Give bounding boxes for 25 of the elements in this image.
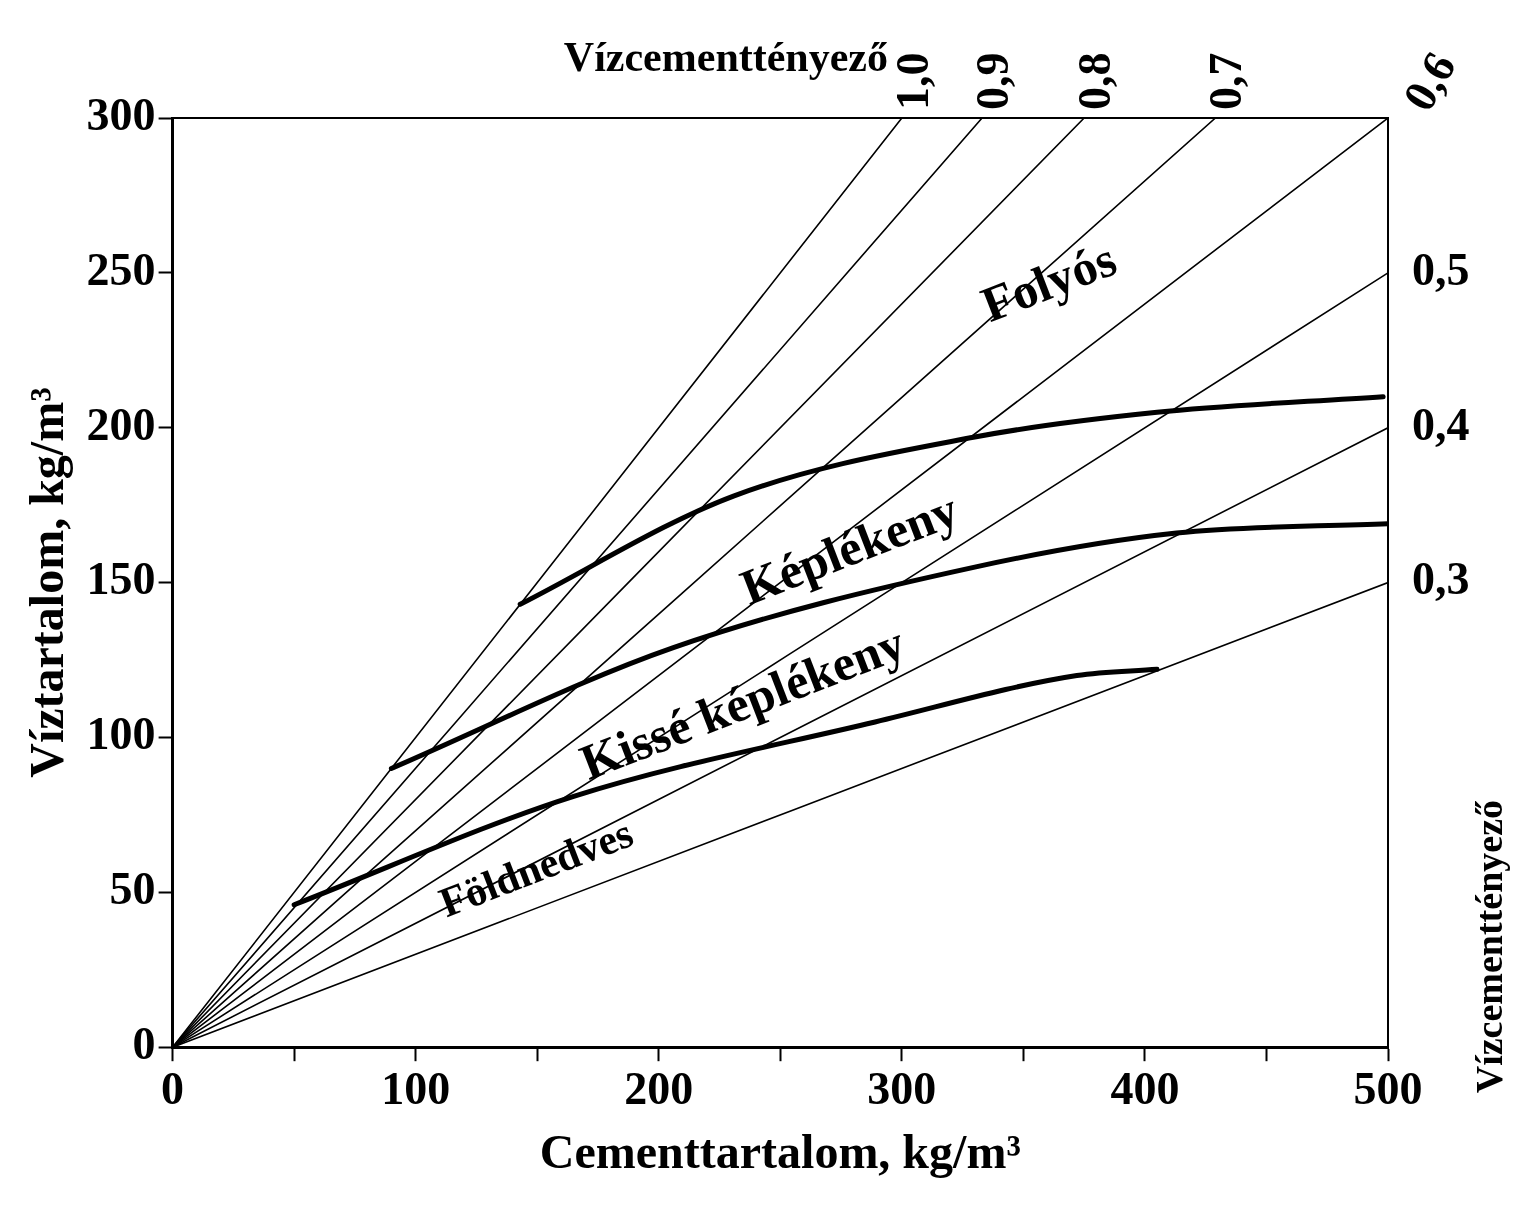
text: Vízcementtényező xyxy=(563,34,888,80)
annotation: Folyós xyxy=(973,230,1124,333)
x-tick-label: 300 xyxy=(867,1062,937,1114)
y-tick-label: 250 xyxy=(86,243,156,295)
series-label: 0,5 xyxy=(1412,243,1470,295)
text: 0,7 xyxy=(1200,52,1252,110)
y-tick-label: 150 xyxy=(86,553,156,605)
x-tick-label: 100 xyxy=(381,1062,451,1114)
text: 0,8 xyxy=(1069,52,1121,110)
series-label: 0,3 xyxy=(1412,553,1470,605)
x-tick-label: 200 xyxy=(624,1062,694,1114)
y-tick-label: 100 xyxy=(86,708,156,760)
text: Vízcementtényező xyxy=(1468,799,1510,1093)
x-tick-label: 500 xyxy=(1353,1062,1423,1114)
y-tick-label: 300 xyxy=(86,88,156,140)
y-tick-label: 200 xyxy=(86,398,156,450)
x-axis-title: Cementtartalom, kg/m³ xyxy=(539,1124,1021,1178)
y-tick-label: 0 xyxy=(132,1018,156,1070)
y-axis-title: Víztartalom, kg/m³ xyxy=(20,387,74,778)
x-tick-label: 400 xyxy=(1110,1062,1180,1114)
text: 0,6 xyxy=(1392,43,1466,119)
y-tick-label: 50 xyxy=(109,863,156,915)
text: 0,9 xyxy=(966,52,1018,110)
series-label: 0,4 xyxy=(1412,398,1470,450)
text: 1,0 xyxy=(886,52,938,110)
